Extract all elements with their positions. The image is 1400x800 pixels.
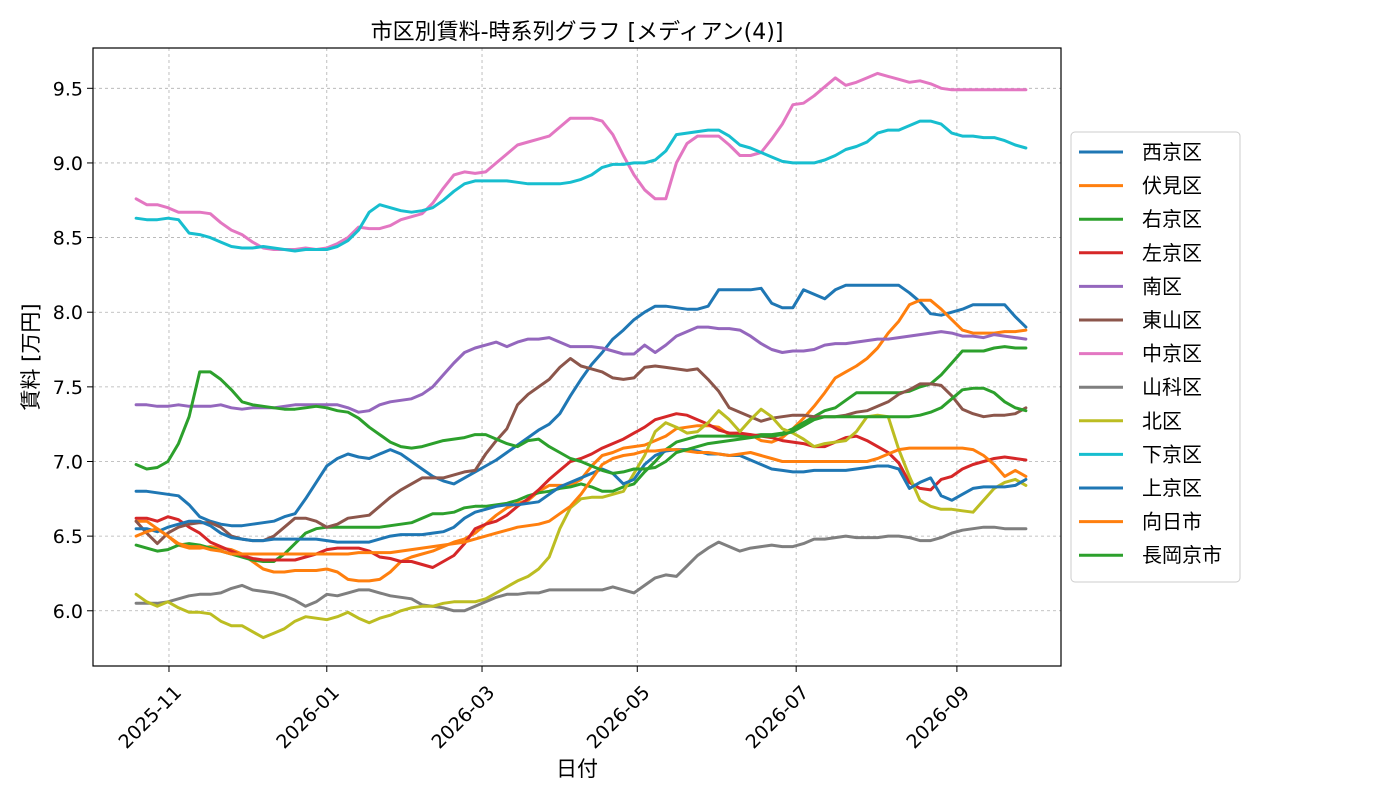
x-axis-label: 日付 — [556, 757, 598, 781]
y-tick-label: 9.0 — [53, 153, 83, 175]
legend-frame — [1070, 131, 1241, 583]
legend-label: 山科区 — [1142, 375, 1202, 399]
legend-label: 伏見区 — [1142, 174, 1202, 198]
plot-frame — [92, 47, 1062, 667]
chart-title: 市区別賃料-時系列グラフ [メディアン(4)] — [371, 20, 784, 45]
legend-label: 左京区 — [1142, 241, 1202, 265]
legend-label: 中京区 — [1142, 342, 1202, 366]
y-tick-label: 6.0 — [53, 601, 83, 623]
legend-label: 西京区 — [1142, 140, 1202, 164]
legend-label: 北区 — [1142, 409, 1182, 433]
legend-label: 東山区 — [1142, 308, 1202, 332]
legend-label: 下京区 — [1142, 442, 1202, 466]
series-line-3 — [134, 412, 1028, 569]
legend-label: 南区 — [1142, 274, 1182, 298]
y-tick-label: 6.5 — [53, 526, 83, 548]
series-line-12 — [134, 370, 1028, 475]
legend-label: 向日市 — [1142, 510, 1202, 534]
y-axis-label: 賃料 [万円] — [19, 303, 43, 410]
series-line-4 — [134, 325, 1028, 414]
series-line-9 — [134, 119, 1028, 253]
y-tick-label: 9.5 — [53, 78, 83, 100]
y-tick-label: 7.0 — [53, 451, 83, 473]
y-tick-label: 8.5 — [53, 228, 83, 250]
series-line-11 — [134, 446, 1028, 556]
legend-label: 上京区 — [1142, 476, 1202, 500]
y-tick-label: 8.0 — [53, 302, 83, 324]
legend-label: 右京区 — [1142, 207, 1202, 231]
series-line-7 — [134, 525, 1028, 613]
series-line-10 — [134, 448, 1028, 544]
series-lines — [134, 71, 1028, 640]
legend-label: 長岡京市 — [1142, 543, 1222, 567]
series-line-0 — [134, 283, 1028, 528]
y-tick-label: 7.5 — [53, 377, 83, 399]
series-line-5 — [134, 357, 1028, 546]
